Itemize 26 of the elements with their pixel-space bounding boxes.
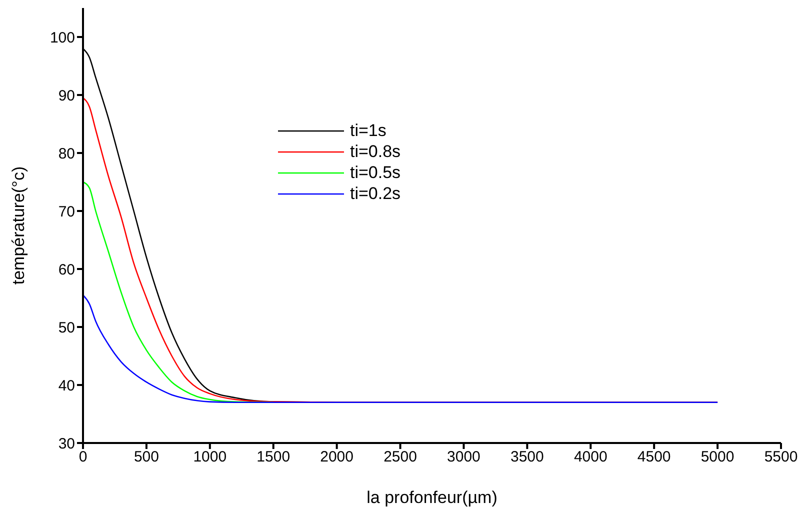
x-tick-label: 5000	[700, 448, 734, 466]
legend-label: ti=1s	[350, 120, 386, 141]
y-tick-label: 100	[50, 29, 75, 46]
y-tick-label: 50	[58, 319, 75, 336]
x-tick-label: 2000	[320, 448, 354, 466]
x-tick-label: 3500	[510, 448, 544, 466]
x-tick-label: 500	[134, 448, 159, 466]
x-tick-label: 2500	[384, 448, 417, 466]
y-tick-label: 60	[58, 261, 75, 278]
y-tick-label: 90	[58, 87, 75, 104]
legend-label: ti=0.2s	[350, 183, 401, 204]
y-tick-label: 30	[58, 435, 75, 452]
x-tick-label: 5500	[764, 448, 798, 466]
legend-label: ti=0.5s	[350, 162, 401, 183]
y-tick-label: 80	[58, 145, 75, 162]
x-tick-label: 0	[78, 448, 88, 466]
x-tick-label: 1000	[193, 448, 227, 466]
x-tick-label: 3000	[447, 448, 480, 466]
x-axis-title: la profonfeur(µm)	[366, 488, 498, 507]
legend-label: ti=0.8s	[350, 141, 401, 162]
y-tick-label: 40	[58, 377, 75, 394]
x-tick-label: 4500	[637, 448, 671, 466]
x-tick-label: 4000	[574, 448, 608, 466]
x-tick-label: 1500	[256, 448, 290, 466]
y-axis-title: température(°c)	[9, 166, 28, 285]
y-tick-label: 70	[58, 203, 75, 220]
